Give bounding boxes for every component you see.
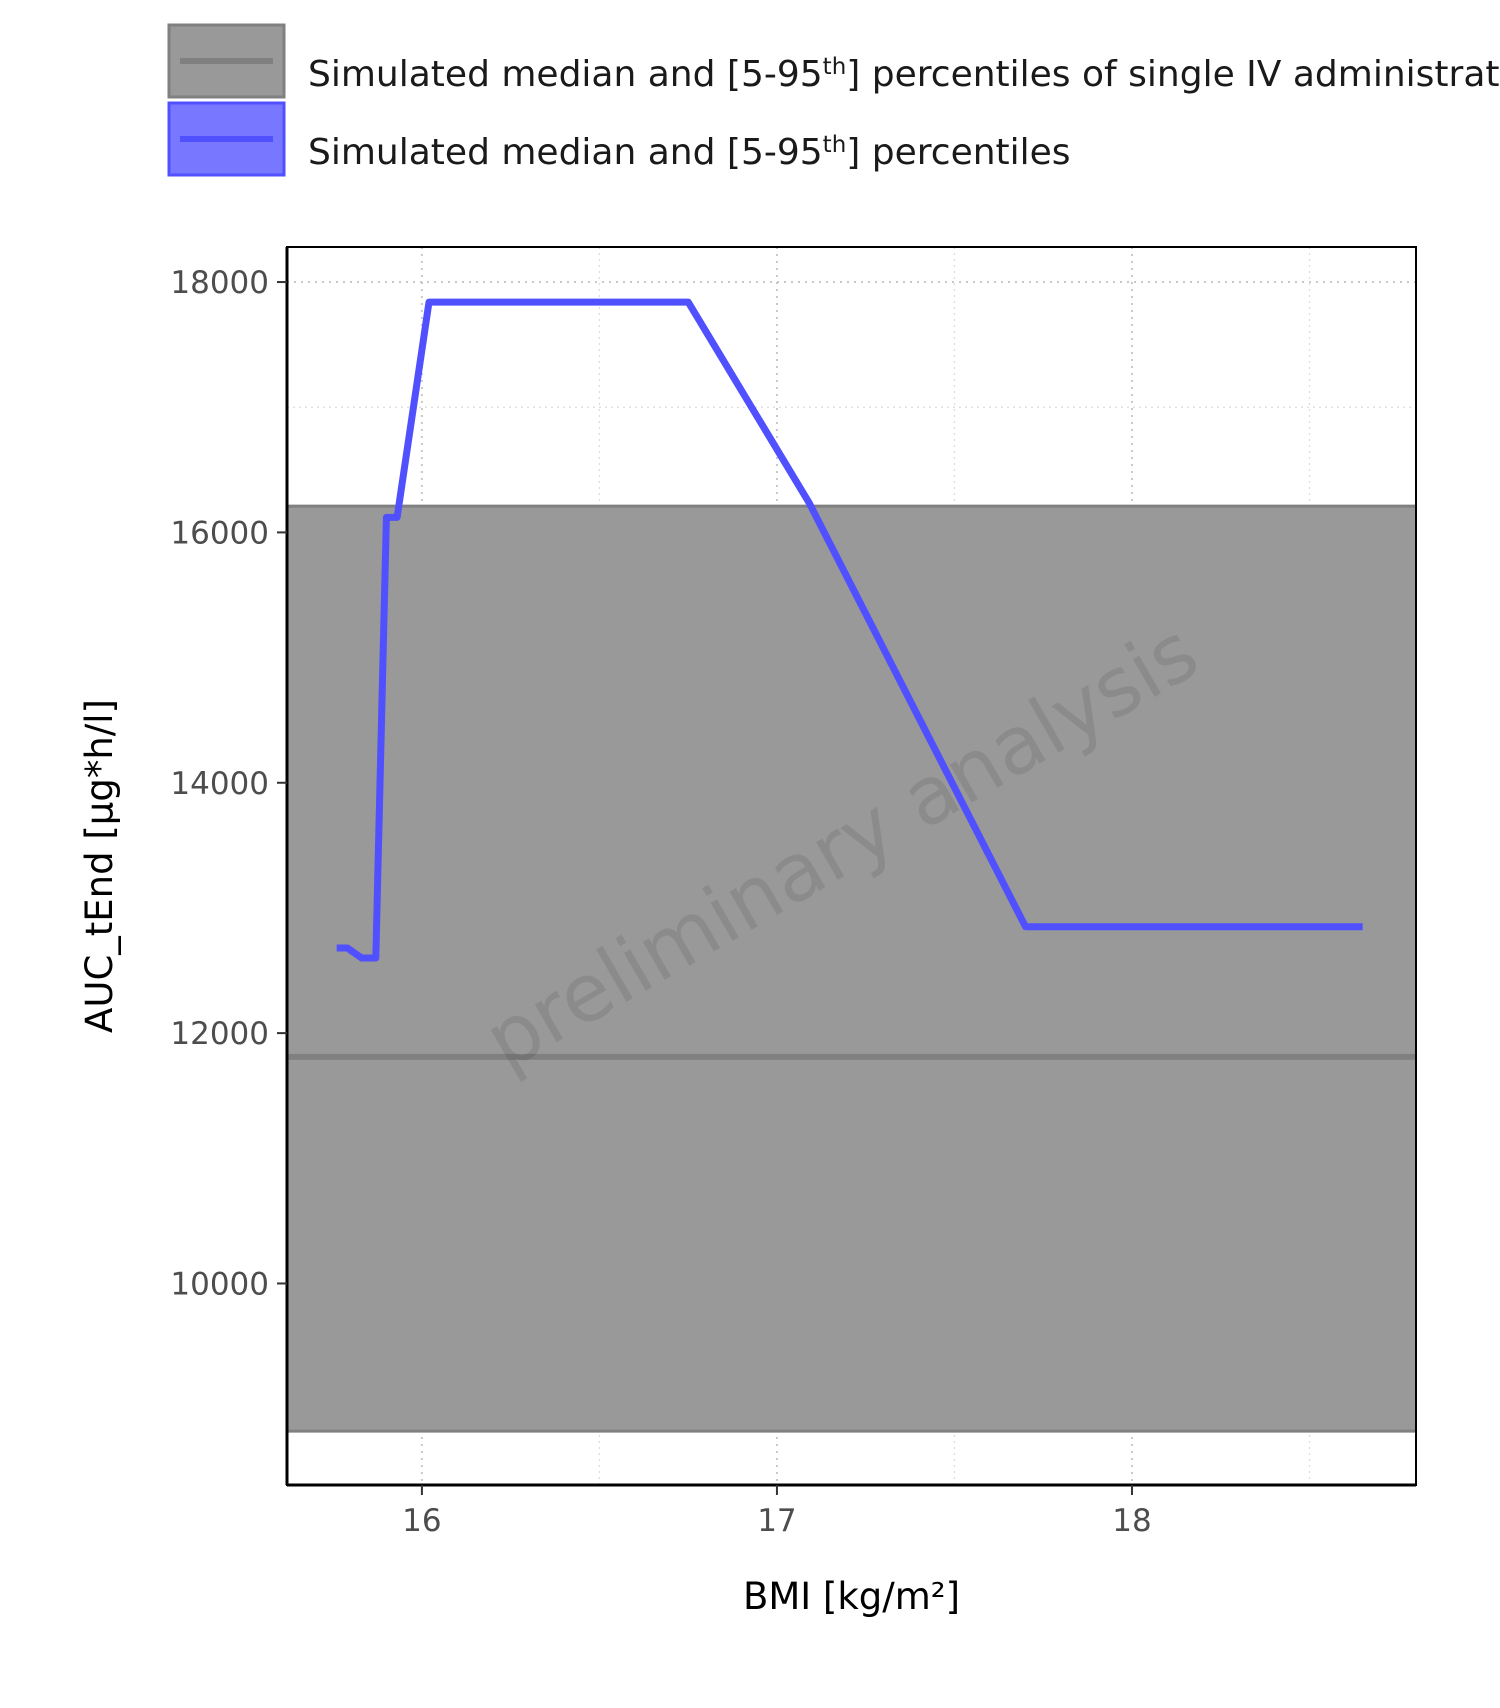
series-line [336, 298, 1363, 962]
reference-band-area [287, 506, 1416, 1432]
y-tick-label: 14000 [170, 766, 269, 802]
legend: Simulated median and [5-95th] percentile… [167, 23, 1500, 177]
legend-item-reference: Simulated median and [5-95th] percentile… [167, 23, 1500, 99]
legend-label-series: Simulated median and [5-95th] percentile… [308, 132, 1071, 173]
y-tick-label: 16000 [170, 515, 269, 551]
x-tick-label: 16 [402, 1503, 441, 1539]
x-tick-label: 18 [1112, 1503, 1151, 1539]
y-tick-label: 10000 [170, 1266, 269, 1302]
legend-item-series: Simulated median and [5-95th] percentile… [167, 101, 1071, 177]
x-tick-label: 17 [757, 1503, 796, 1539]
axis-layer: 16 17 18 10000 12000 14000 16000 18000 [170, 247, 1416, 1539]
reference-band-layer [287, 504, 1416, 1433]
y-tick-label: 18000 [170, 265, 269, 301]
x-axis-title: BMI [kg/m²] [743, 1575, 960, 1618]
legend-label-reference: Simulated median and [5-95th] percentile… [308, 54, 1500, 95]
y-tick-label: 12000 [170, 1016, 269, 1052]
y-axis-title: AUC_tEnd [µg*h/l] [78, 699, 121, 1033]
series-layer [336, 298, 1363, 962]
plot-area: preliminary analysis 16 17 181000012000140… [170, 246, 1417, 1539]
